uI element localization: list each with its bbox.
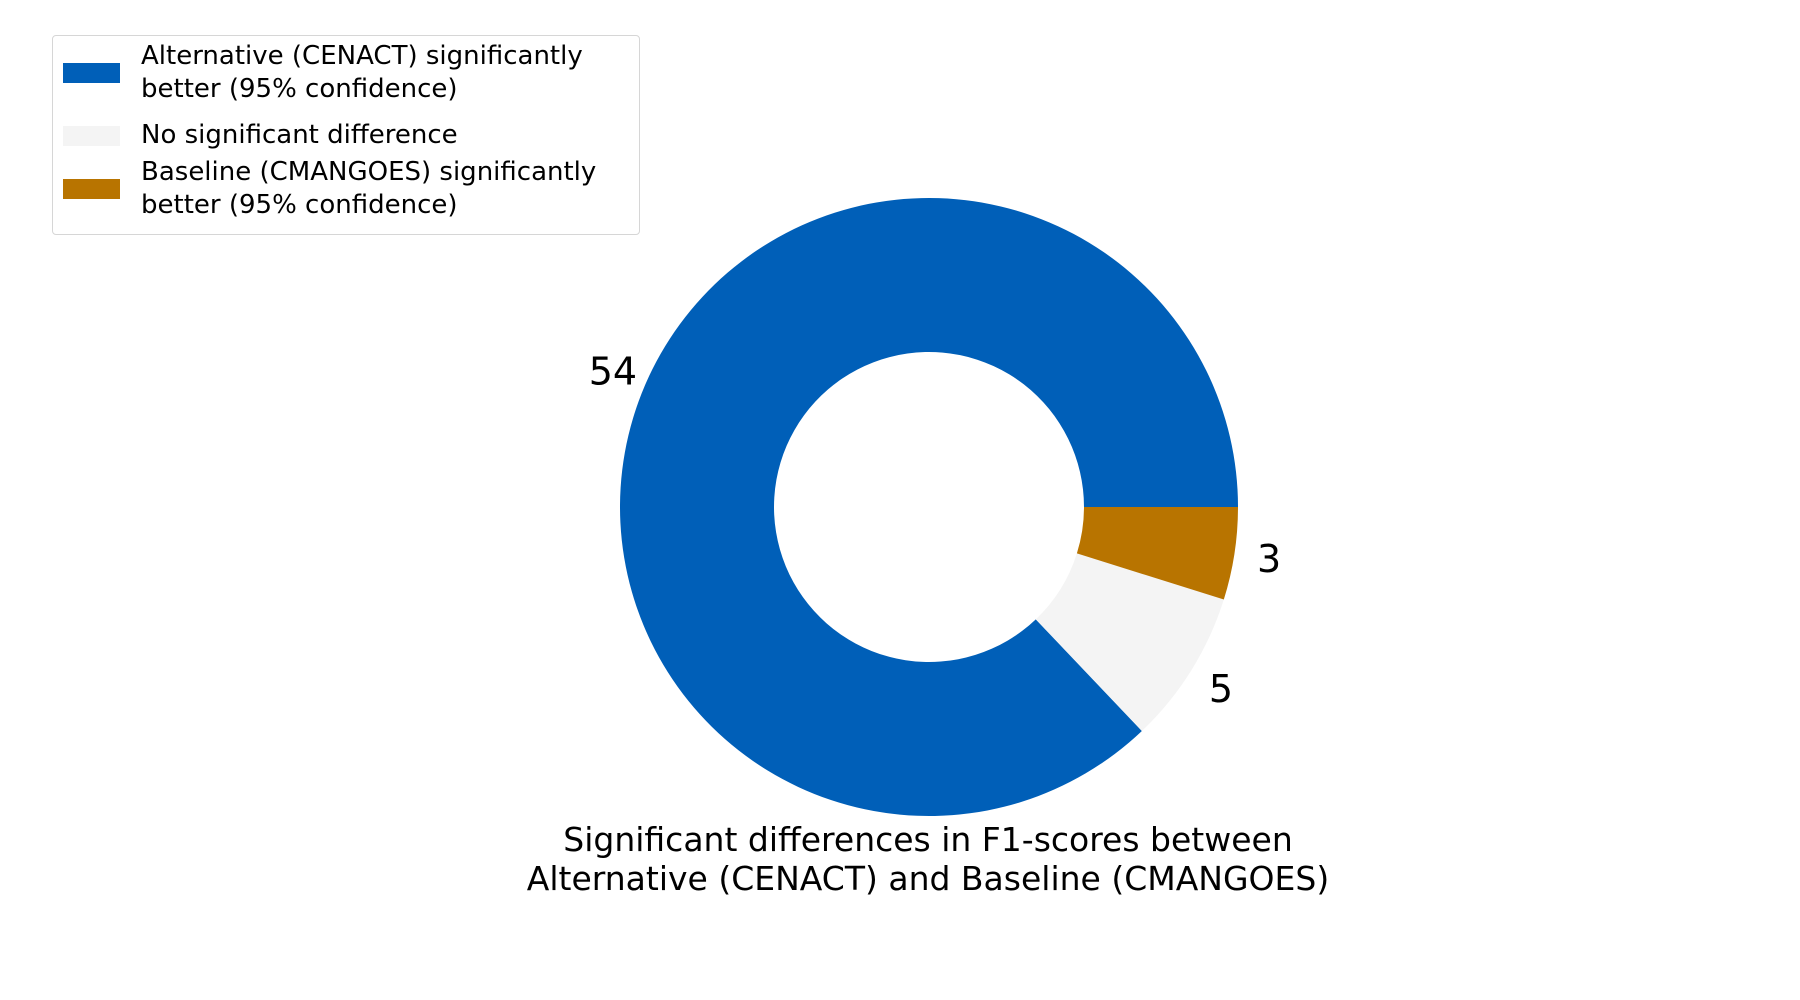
pie-slice — [1035, 553, 1224, 731]
slice-value-label: 3 — [1257, 537, 1281, 581]
legend-entry: Alternative (CENACT) significantly bette… — [63, 40, 583, 106]
legend-swatch — [63, 179, 120, 199]
legend-label: Alternative (CENACT) significantly bette… — [141, 41, 583, 104]
pie-slice — [1076, 507, 1238, 600]
legend: Alternative (CENACT) significantly bette… — [52, 35, 640, 235]
chart-title: Significant differences in F1-scores bet… — [400, 820, 1456, 898]
pie-slice — [620, 197, 1238, 816]
legend-swatch — [63, 125, 120, 146]
slice-value-label: 54 — [589, 349, 637, 393]
chart-title-line: Alternative (CENACT) and Baseline (CMANG… — [526, 859, 1330, 898]
legend-label: Baseline (CMANGOES) significantly better… — [141, 157, 597, 220]
legend-entry: No significant difference — [63, 119, 458, 152]
slice-value-label: 5 — [1209, 667, 1233, 711]
legend-label: No significant difference — [141, 120, 458, 150]
legend-entry: Baseline (CMANGOES) significantly better… — [63, 156, 596, 222]
chart-title-line: Significant differences in F1-scores bet… — [563, 820, 1293, 859]
legend-swatch — [63, 63, 120, 83]
